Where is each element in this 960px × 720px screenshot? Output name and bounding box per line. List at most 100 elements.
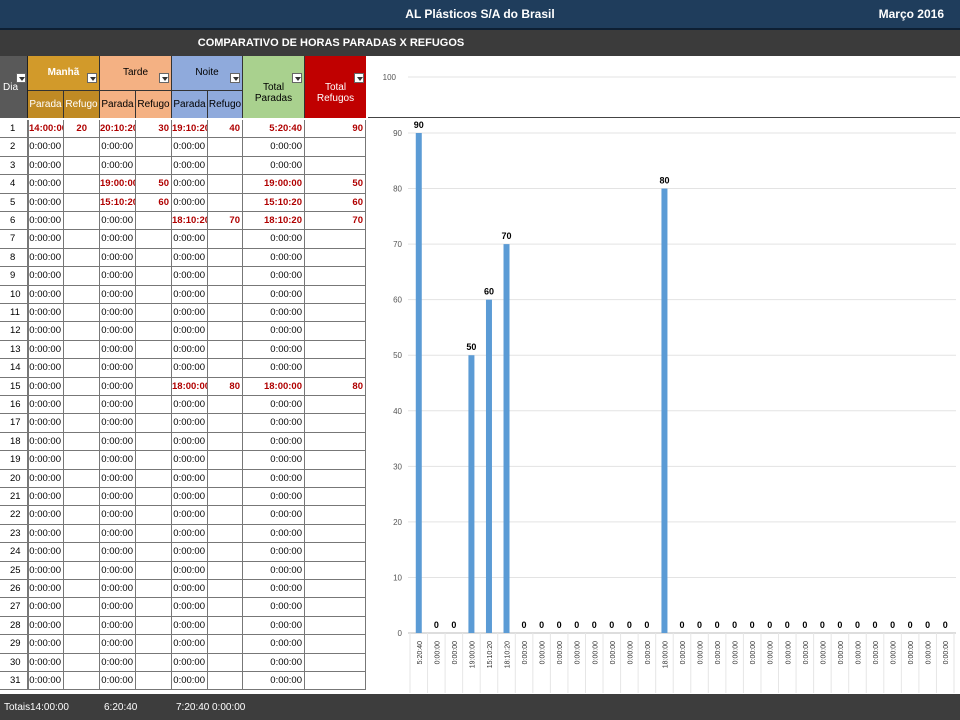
- cell-manha-parada[interactable]: 0:00:00: [28, 175, 64, 194]
- cell-manha-refugo[interactable]: [64, 561, 100, 580]
- cell-total-paradas[interactable]: 0:00:00: [243, 230, 305, 249]
- cell-manha-parada[interactable]: 0:00:00: [28, 304, 64, 323]
- cell-manha-refugo[interactable]: [64, 414, 100, 433]
- cell-noite-refugo[interactable]: [208, 672, 243, 691]
- cell-total-refugos[interactable]: [305, 414, 366, 433]
- cell-noite-parada[interactable]: 0:00:00: [172, 488, 208, 507]
- cell-tarde-refugo[interactable]: [136, 396, 172, 415]
- cell-noite-refugo[interactable]: 80: [208, 377, 243, 396]
- cell-noite-parada[interactable]: 0:00:00: [172, 451, 208, 470]
- cell-manha-parada[interactable]: 0:00:00: [28, 561, 64, 580]
- cell-tarde-parada[interactable]: 0:00:00: [100, 543, 136, 562]
- cell-manha-parada[interactable]: 0:00:00: [28, 432, 64, 452]
- cell-manha-parada[interactable]: 0:00:00: [28, 488, 64, 507]
- cell-total-paradas[interactable]: 0:00:00: [243, 469, 305, 488]
- cell-tarde-refugo[interactable]: [136, 653, 172, 672]
- cell-noite-refugo[interactable]: [208, 285, 243, 304]
- cell-total-refugos[interactable]: [305, 156, 366, 176]
- cell-noite-refugo[interactable]: [208, 414, 243, 433]
- cell-total-refugos[interactable]: [305, 267, 366, 286]
- cell-noite-parada[interactable]: 0:00:00: [172, 672, 208, 691]
- cell-total-refugos[interactable]: [305, 561, 366, 580]
- cell-manha-refugo[interactable]: [64, 469, 100, 488]
- cell-total-refugos[interactable]: [305, 359, 366, 378]
- header-total-refugos[interactable]: Total Refugos: [305, 56, 366, 118]
- cell-noite-refugo[interactable]: [208, 432, 243, 452]
- cell-total-paradas[interactable]: 0:00:00: [243, 432, 305, 452]
- cell-manha-refugo[interactable]: [64, 616, 100, 636]
- cell-total-paradas[interactable]: 0:00:00: [243, 543, 305, 562]
- cell-manha-parada[interactable]: 0:00:00: [28, 138, 64, 157]
- cell-noite-refugo[interactable]: [208, 175, 243, 194]
- cell-manha-parada[interactable]: 0:00:00: [28, 580, 64, 599]
- cell-noite-refugo[interactable]: [208, 635, 243, 654]
- cell-noite-refugo[interactable]: [208, 543, 243, 562]
- cell-manha-parada[interactable]: 0:00:00: [28, 156, 64, 176]
- cell-dia[interactable]: 29: [0, 635, 28, 654]
- cell-noite-parada[interactable]: 0:00:00: [172, 635, 208, 654]
- cell-tarde-refugo[interactable]: [136, 616, 172, 636]
- cell-manha-refugo[interactable]: [64, 432, 100, 452]
- header-manha[interactable]: Manhã: [28, 56, 100, 90]
- cell-manha-parada[interactable]: 0:00:00: [28, 506, 64, 525]
- cell-tarde-parada[interactable]: 0:00:00: [100, 524, 136, 544]
- cell-dia[interactable]: 20: [0, 469, 28, 488]
- cell-noite-parada[interactable]: 0:00:00: [172, 396, 208, 415]
- cell-noite-parada[interactable]: 18:00:00: [172, 377, 208, 396]
- cell-manha-refugo[interactable]: [64, 396, 100, 415]
- cell-dia[interactable]: 2: [0, 138, 28, 157]
- cell-manha-refugo[interactable]: 20: [64, 120, 100, 139]
- cell-manha-refugo[interactable]: [64, 156, 100, 176]
- cell-tarde-refugo[interactable]: [136, 377, 172, 396]
- cell-tarde-refugo[interactable]: [136, 432, 172, 452]
- cell-tarde-parada[interactable]: 0:00:00: [100, 561, 136, 580]
- cell-manha-refugo[interactable]: [64, 598, 100, 617]
- cell-noite-parada[interactable]: 0:00:00: [172, 267, 208, 286]
- cell-tarde-refugo[interactable]: [136, 138, 172, 157]
- cell-noite-parada[interactable]: 0:00:00: [172, 580, 208, 599]
- cell-noite-refugo[interactable]: [208, 653, 243, 672]
- cell-total-paradas[interactable]: 0:00:00: [243, 524, 305, 544]
- header-noite[interactable]: Noite: [172, 56, 243, 90]
- cell-tarde-parada[interactable]: 0:00:00: [100, 506, 136, 525]
- cell-noite-parada[interactable]: 19:10:20: [172, 120, 208, 139]
- cell-total-paradas[interactable]: 0:00:00: [243, 635, 305, 654]
- cell-tarde-parada[interactable]: 0:00:00: [100, 616, 136, 636]
- cell-manha-refugo[interactable]: [64, 285, 100, 304]
- cell-tarde-refugo[interactable]: 50: [136, 175, 172, 194]
- cell-dia[interactable]: 15: [0, 377, 28, 396]
- cell-tarde-parada[interactable]: 0:00:00: [100, 469, 136, 488]
- cell-manha-parada[interactable]: 0:00:00: [28, 635, 64, 654]
- cell-noite-refugo[interactable]: 70: [208, 212, 243, 231]
- cell-noite-refugo[interactable]: [208, 193, 243, 212]
- cell-tarde-parada[interactable]: 0:00:00: [100, 322, 136, 341]
- cell-total-refugos[interactable]: [305, 488, 366, 507]
- cell-tarde-parada[interactable]: 0:00:00: [100, 598, 136, 617]
- cell-total-refugos[interactable]: [305, 396, 366, 415]
- cell-manha-parada[interactable]: 0:00:00: [28, 543, 64, 562]
- cell-tarde-refugo[interactable]: [136, 543, 172, 562]
- cell-total-refugos[interactable]: 70: [305, 212, 366, 231]
- cell-manha-refugo[interactable]: [64, 377, 100, 396]
- cell-manha-refugo[interactable]: [64, 672, 100, 691]
- cell-manha-refugo[interactable]: [64, 580, 100, 599]
- cell-total-refugos[interactable]: [305, 598, 366, 617]
- cell-noite-parada[interactable]: 0:00:00: [172, 359, 208, 378]
- cell-manha-refugo[interactable]: [64, 635, 100, 654]
- cell-manha-refugo[interactable]: [64, 304, 100, 323]
- cell-total-refugos[interactable]: [305, 616, 366, 636]
- cell-tarde-parada[interactable]: 0:00:00: [100, 414, 136, 433]
- cell-total-paradas[interactable]: 0:00:00: [243, 506, 305, 525]
- cell-manha-parada[interactable]: 14:00:00: [28, 120, 64, 139]
- cell-total-paradas[interactable]: 0:00:00: [243, 138, 305, 157]
- cell-tarde-refugo[interactable]: [136, 469, 172, 488]
- filter-noite-dropdown-icon[interactable]: [230, 73, 240, 83]
- cell-dia[interactable]: 25: [0, 561, 28, 580]
- cell-noite-parada[interactable]: 0:00:00: [172, 248, 208, 268]
- cell-total-paradas[interactable]: 0:00:00: [243, 653, 305, 672]
- cell-manha-refugo[interactable]: [64, 653, 100, 672]
- cell-noite-refugo[interactable]: [208, 138, 243, 157]
- cell-tarde-parada[interactable]: 0:00:00: [100, 267, 136, 286]
- cell-noite-parada[interactable]: 0:00:00: [172, 414, 208, 433]
- cell-manha-parada[interactable]: 0:00:00: [28, 359, 64, 378]
